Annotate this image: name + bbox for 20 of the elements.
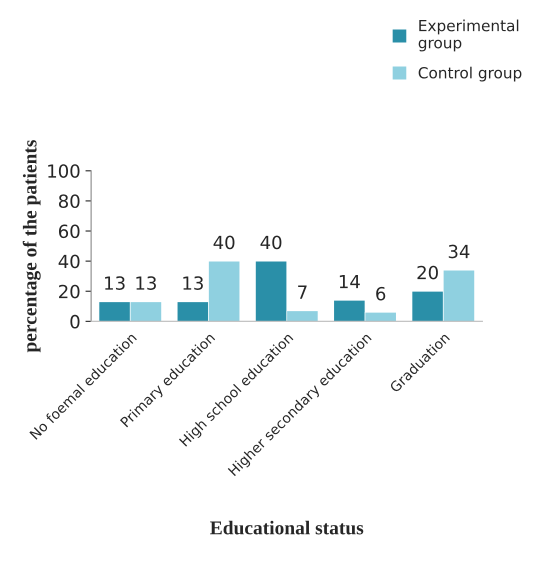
data-label: 40	[214, 236, 234, 250]
y-tick-label: 40	[58, 254, 80, 268]
x-axis-title: Educational status	[210, 520, 364, 534]
data-label: 20	[417, 266, 438, 280]
y-tick-label: 100	[48, 164, 80, 178]
data-label: 34	[448, 244, 470, 258]
y-tick-label: 20	[59, 284, 80, 298]
data-label: 13	[136, 276, 156, 290]
y-tick-label: 80	[58, 194, 80, 208]
data-label: 7	[298, 286, 307, 299]
legend-label: Experimental group	[418, 20, 518, 52]
y-tick-label: 0	[70, 314, 80, 328]
legend-label: Control group	[418, 66, 522, 82]
data-label: 13	[105, 276, 125, 290]
data-label: 13	[183, 276, 203, 290]
data-label: 40	[260, 236, 282, 250]
data-label: 6	[376, 286, 386, 300]
y-axis-title: percentage of the patients	[22, 140, 41, 352]
y-tick-label: 60	[58, 224, 80, 238]
data-label: 14	[340, 275, 360, 288]
